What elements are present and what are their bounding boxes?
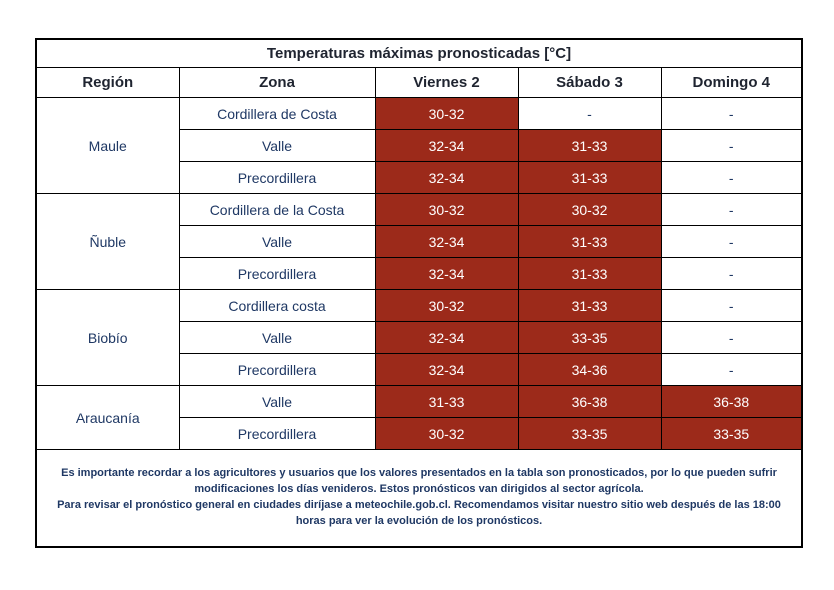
temp-cell-sabado: 31-33 xyxy=(517,289,662,322)
table-row: Valle 32-34 33-35 - xyxy=(36,321,803,354)
zona-cell: Precordillera xyxy=(178,257,376,290)
temp-cell-viernes: 30-32 xyxy=(374,417,519,450)
table-row: Araucanía Valle 31-33 36-38 36-38 xyxy=(35,385,803,450)
table-row: Precordillera 30-32 33-35 33-35 xyxy=(36,417,803,450)
zona-cell: Valle xyxy=(178,321,376,354)
temp-cell-domingo: 33-35 xyxy=(660,417,803,450)
column-header-sabado: Sábado 3 xyxy=(517,67,662,98)
footer-row: Es importante recordar a los agricultore… xyxy=(35,449,803,548)
region-cell-nuble: Ñuble xyxy=(35,193,180,290)
table-row: Maule Cordillera de Costa 30-32 - - xyxy=(35,97,803,194)
temp-cell-sabado: 34-36 xyxy=(517,353,662,386)
column-header-viernes: Viernes 2 xyxy=(374,67,519,98)
column-header-region: Región xyxy=(35,67,180,98)
temp-cell-domingo: - xyxy=(660,225,803,258)
temp-cell-domingo: 36-38 xyxy=(660,385,803,418)
table-row: Valle 32-34 31-33 - xyxy=(36,129,803,162)
temp-cell-domingo: - xyxy=(660,321,803,354)
zona-cell: Precordillera xyxy=(178,417,376,450)
zona-cell: Cordillera de la Costa xyxy=(178,193,376,226)
table-title: Temperaturas máximas pronosticadas [°C] xyxy=(35,38,803,68)
footer-note: Es importante recordar a los agricultore… xyxy=(35,449,803,548)
temp-cell-viernes: 30-32 xyxy=(374,193,519,226)
region-cell-araucania: Araucanía xyxy=(35,385,180,450)
zona-cell: Precordillera xyxy=(178,353,376,386)
zona-cell: Valle xyxy=(178,129,376,162)
table-row: Biobío Cordillera costa 30-32 31-33 - xyxy=(35,289,803,386)
temp-cell-sabado: - xyxy=(517,97,662,130)
zona-cell: Valle xyxy=(178,225,376,258)
column-header-zona: Zona xyxy=(178,67,376,98)
temp-cell-domingo: - xyxy=(660,289,803,322)
header-row: Región Zona Viernes 2 Sábado 3 Domingo 4 xyxy=(35,67,803,98)
table-row: Ñuble Cordillera de la Costa 30-32 30-32… xyxy=(35,193,803,290)
temp-cell-sabado: 31-33 xyxy=(517,129,662,162)
temp-cell-viernes: 32-34 xyxy=(374,161,519,194)
temp-cell-viernes: 32-34 xyxy=(374,321,519,354)
temp-cell-viernes: 32-34 xyxy=(374,129,519,162)
temp-cell-sabado: 33-35 xyxy=(517,321,662,354)
temp-cell-sabado: 31-33 xyxy=(517,257,662,290)
temp-cell-domingo: - xyxy=(660,161,803,194)
zona-cell: Valle xyxy=(178,385,376,418)
temp-cell-viernes: 32-34 xyxy=(374,353,519,386)
temp-cell-viernes: 31-33 xyxy=(374,385,519,418)
table-row: Precordillera 32-34 31-33 - xyxy=(36,161,803,194)
temp-cell-viernes: 30-32 xyxy=(374,97,519,130)
zona-cell: Cordillera de Costa xyxy=(178,97,376,130)
temp-cell-viernes: 32-34 xyxy=(374,225,519,258)
temp-cell-sabado: 33-35 xyxy=(517,417,662,450)
forecast-table: Temperaturas máximas pronosticadas [°C] … xyxy=(35,38,804,548)
temp-cell-domingo: - xyxy=(660,257,803,290)
temp-cell-viernes: 32-34 xyxy=(374,257,519,290)
region-cell-biobio: Biobío xyxy=(35,289,180,386)
temp-cell-domingo: - xyxy=(660,97,803,130)
temp-cell-viernes: 30-32 xyxy=(374,289,519,322)
temp-cell-domingo: - xyxy=(660,129,803,162)
temp-cell-sabado: 30-32 xyxy=(517,193,662,226)
table-row: Valle 32-34 31-33 - xyxy=(36,225,803,258)
title-row: Temperaturas máximas pronosticadas [°C] xyxy=(35,38,803,68)
temp-cell-sabado: 31-33 xyxy=(517,225,662,258)
temp-cell-sabado: 36-38 xyxy=(517,385,662,418)
table-row: Precordillera 32-34 34-36 - xyxy=(36,353,803,386)
temp-cell-domingo: - xyxy=(660,193,803,226)
zona-cell: Cordillera costa xyxy=(178,289,376,322)
temp-cell-domingo: - xyxy=(660,353,803,386)
region-cell-maule: Maule xyxy=(35,97,180,194)
temp-cell-sabado: 31-33 xyxy=(517,161,662,194)
table-row: Precordillera 32-34 31-33 - xyxy=(36,257,803,290)
note-paragraph-1: Es importante recordar a los agricultore… xyxy=(61,467,777,496)
zona-cell: Precordillera xyxy=(178,161,376,194)
note-paragraph-2: Para revisar el pronóstico general en ci… xyxy=(57,499,781,527)
column-header-domingo: Domingo 4 xyxy=(660,67,803,98)
